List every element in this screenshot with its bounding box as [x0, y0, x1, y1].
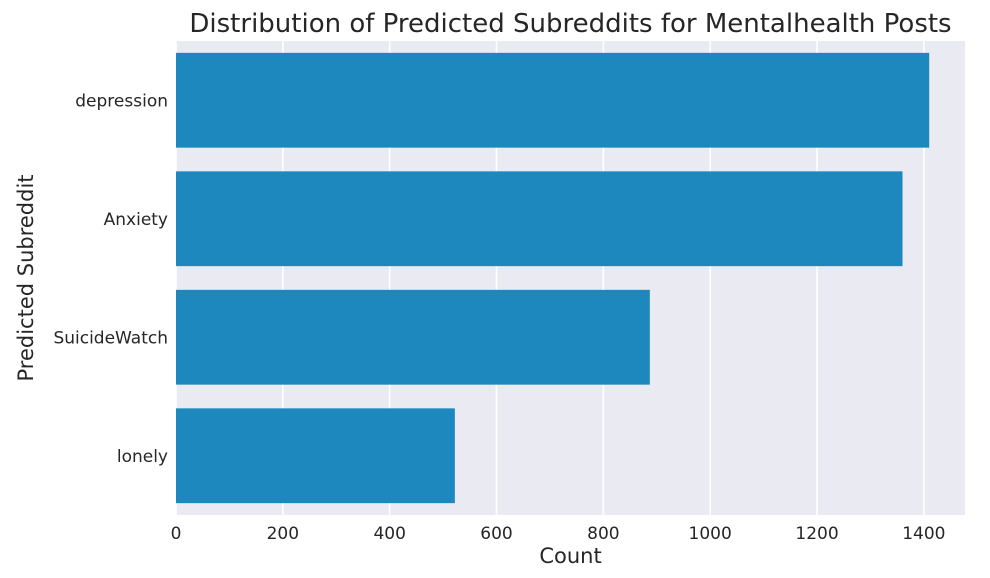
chart-title: Distribution of Predicted Subreddits for… [189, 9, 951, 39]
y-tick-label: depression [75, 91, 168, 111]
bar-anxiety [176, 171, 903, 267]
x-tick-label: 1400 [902, 524, 945, 544]
x-tick-label: 400 [373, 524, 405, 544]
x-tick-label: 1000 [689, 524, 732, 544]
y-tick-label: lonely [117, 447, 168, 467]
bars [176, 52, 930, 504]
y-tick-label: SuicideWatch [53, 328, 168, 348]
x-tick-label: 800 [587, 524, 619, 544]
bar-lonely [176, 408, 455, 504]
y-tick-label: Anxiety [104, 210, 168, 230]
x-tick-labels: 0 200 400 600 800 1000 1200 1400 [171, 524, 946, 544]
x-axis-label: Count [539, 544, 601, 568]
bar-suicidewatch [176, 289, 650, 385]
y-axis-label: Predicted Subreddit [14, 174, 38, 381]
y-tick-labels: depression Anxiety SuicideWatch lonely [53, 91, 168, 467]
x-tick-label: 0 [171, 524, 182, 544]
x-tick-label: 600 [480, 524, 512, 544]
x-tick-label: 1200 [795, 524, 838, 544]
bar-depression [176, 52, 930, 148]
x-tick-label: 200 [267, 524, 299, 544]
